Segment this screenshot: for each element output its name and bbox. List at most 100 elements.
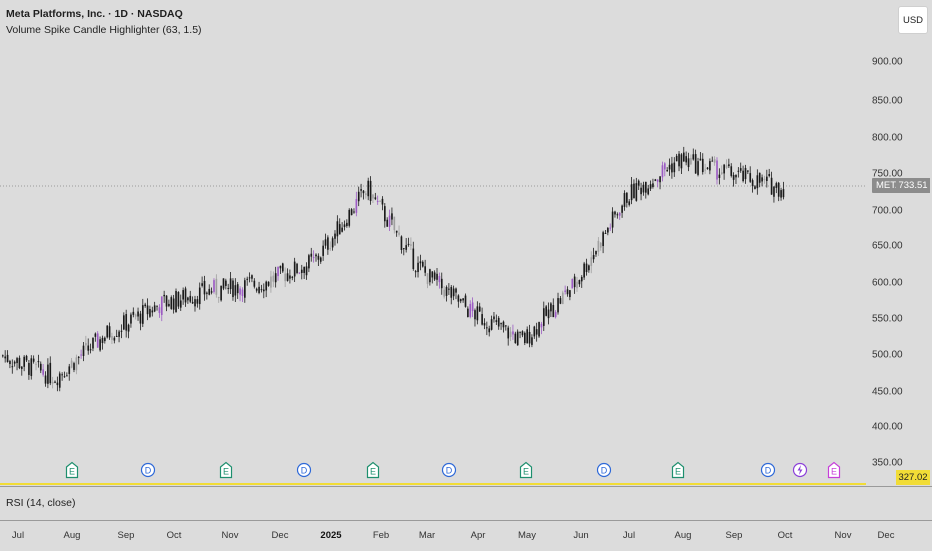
time-axis[interactable]: Jul Aug Sep Oct Nov Dec 2025 Feb Mar Apr May Jun Jul… [0, 520, 932, 551]
earnings-event-icon[interactable]: E [218, 461, 234, 484]
price-chart[interactable] [0, 0, 866, 485]
candle [782, 181, 785, 200]
svg-text:D: D [145, 465, 152, 475]
candle [251, 274, 253, 283]
last-price-tag: 733.51 [896, 178, 930, 193]
candle [718, 168, 721, 185]
candle [678, 150, 680, 172]
candle [244, 277, 246, 303]
candle [146, 298, 149, 321]
candle [300, 264, 303, 280]
candle [770, 171, 773, 195]
split-event-icon[interactable] [792, 461, 808, 484]
candle [602, 230, 604, 254]
candle [630, 177, 633, 205]
dividend-event-icon[interactable]: D [296, 461, 312, 484]
candle [739, 162, 742, 173]
candle [652, 178, 654, 189]
candle [123, 312, 125, 331]
earnings-event-icon[interactable]: E [518, 461, 534, 484]
earnings-event-icon[interactable]: E [670, 461, 686, 484]
dividend-event-icon[interactable]: D [441, 461, 457, 484]
candle [170, 295, 173, 310]
candle [656, 179, 659, 188]
time-tick: Nov [221, 530, 239, 541]
candle [362, 189, 365, 200]
candle [329, 241, 332, 252]
candle [709, 158, 711, 175]
candle [182, 287, 184, 305]
candle [234, 278, 237, 302]
candle [151, 306, 154, 317]
candle [106, 325, 109, 339]
candle [666, 167, 669, 172]
candle [168, 299, 170, 308]
dividend-event-icon[interactable]: D [140, 461, 156, 484]
candle [474, 308, 476, 327]
earnings-event-icon[interactable]: E [64, 461, 80, 484]
time-tick: Aug [63, 530, 81, 541]
symbol-title[interactable]: Meta Platforms, Inc. · 1D · NASDAQ [6, 8, 183, 20]
rsi-pane[interactable]: RSI (14, close) [0, 486, 932, 521]
candle [519, 331, 521, 339]
candle [775, 181, 778, 194]
candle [386, 217, 389, 227]
candle [184, 286, 187, 307]
time-tick: Feb [372, 530, 390, 541]
candle [533, 325, 536, 339]
candle [96, 331, 99, 348]
candle [493, 311, 495, 323]
candle [137, 307, 139, 321]
currency-button[interactable]: USD [898, 6, 928, 34]
candle [149, 305, 151, 318]
candle [609, 223, 612, 231]
candle [92, 337, 94, 352]
candle [172, 294, 175, 314]
candle [545, 304, 548, 317]
price-axis[interactable]: 900.00 850.00 800.00 750.00 700.00 650.00 600.… [866, 0, 932, 485]
candle [32, 355, 35, 364]
candle [566, 286, 569, 297]
candle [357, 186, 360, 207]
svg-text:E: E [223, 466, 229, 476]
candle [618, 212, 621, 220]
candle [215, 274, 218, 298]
candle [550, 302, 552, 318]
candle [279, 265, 282, 275]
rsi-label[interactable]: RSI (14, close) [6, 497, 76, 509]
candle [253, 278, 256, 289]
candle [115, 329, 118, 337]
candle [419, 254, 422, 271]
candle [538, 321, 540, 338]
earnings-event-icon[interactable]: E [826, 461, 842, 484]
candle [355, 191, 358, 217]
dividend-event-icon[interactable]: D [760, 461, 776, 484]
candle [47, 358, 49, 389]
candle [341, 222, 343, 233]
candle [524, 331, 526, 346]
candle [315, 253, 317, 262]
candle [101, 335, 104, 350]
time-tick: Jul [11, 530, 25, 541]
candle [87, 338, 90, 355]
candle [561, 290, 564, 305]
candle [402, 247, 405, 256]
earnings-event-icon[interactable]: E [365, 461, 381, 484]
candle [573, 273, 576, 294]
candle [158, 304, 161, 318]
dividend-event-icon[interactable]: D [596, 461, 612, 484]
candle [9, 359, 11, 369]
candle [61, 372, 63, 381]
candle [690, 154, 692, 165]
indicator-label[interactable]: Volume Spike Candle Highlighter (63, 1.5… [6, 24, 202, 36]
candle [191, 296, 194, 304]
candle [552, 298, 555, 318]
candle [471, 297, 474, 318]
candle [365, 190, 367, 199]
candle [194, 295, 196, 312]
time-tick: Dec [271, 530, 289, 541]
candle [39, 361, 42, 374]
candle [56, 376, 59, 392]
candle [554, 310, 557, 319]
candle [516, 329, 519, 346]
